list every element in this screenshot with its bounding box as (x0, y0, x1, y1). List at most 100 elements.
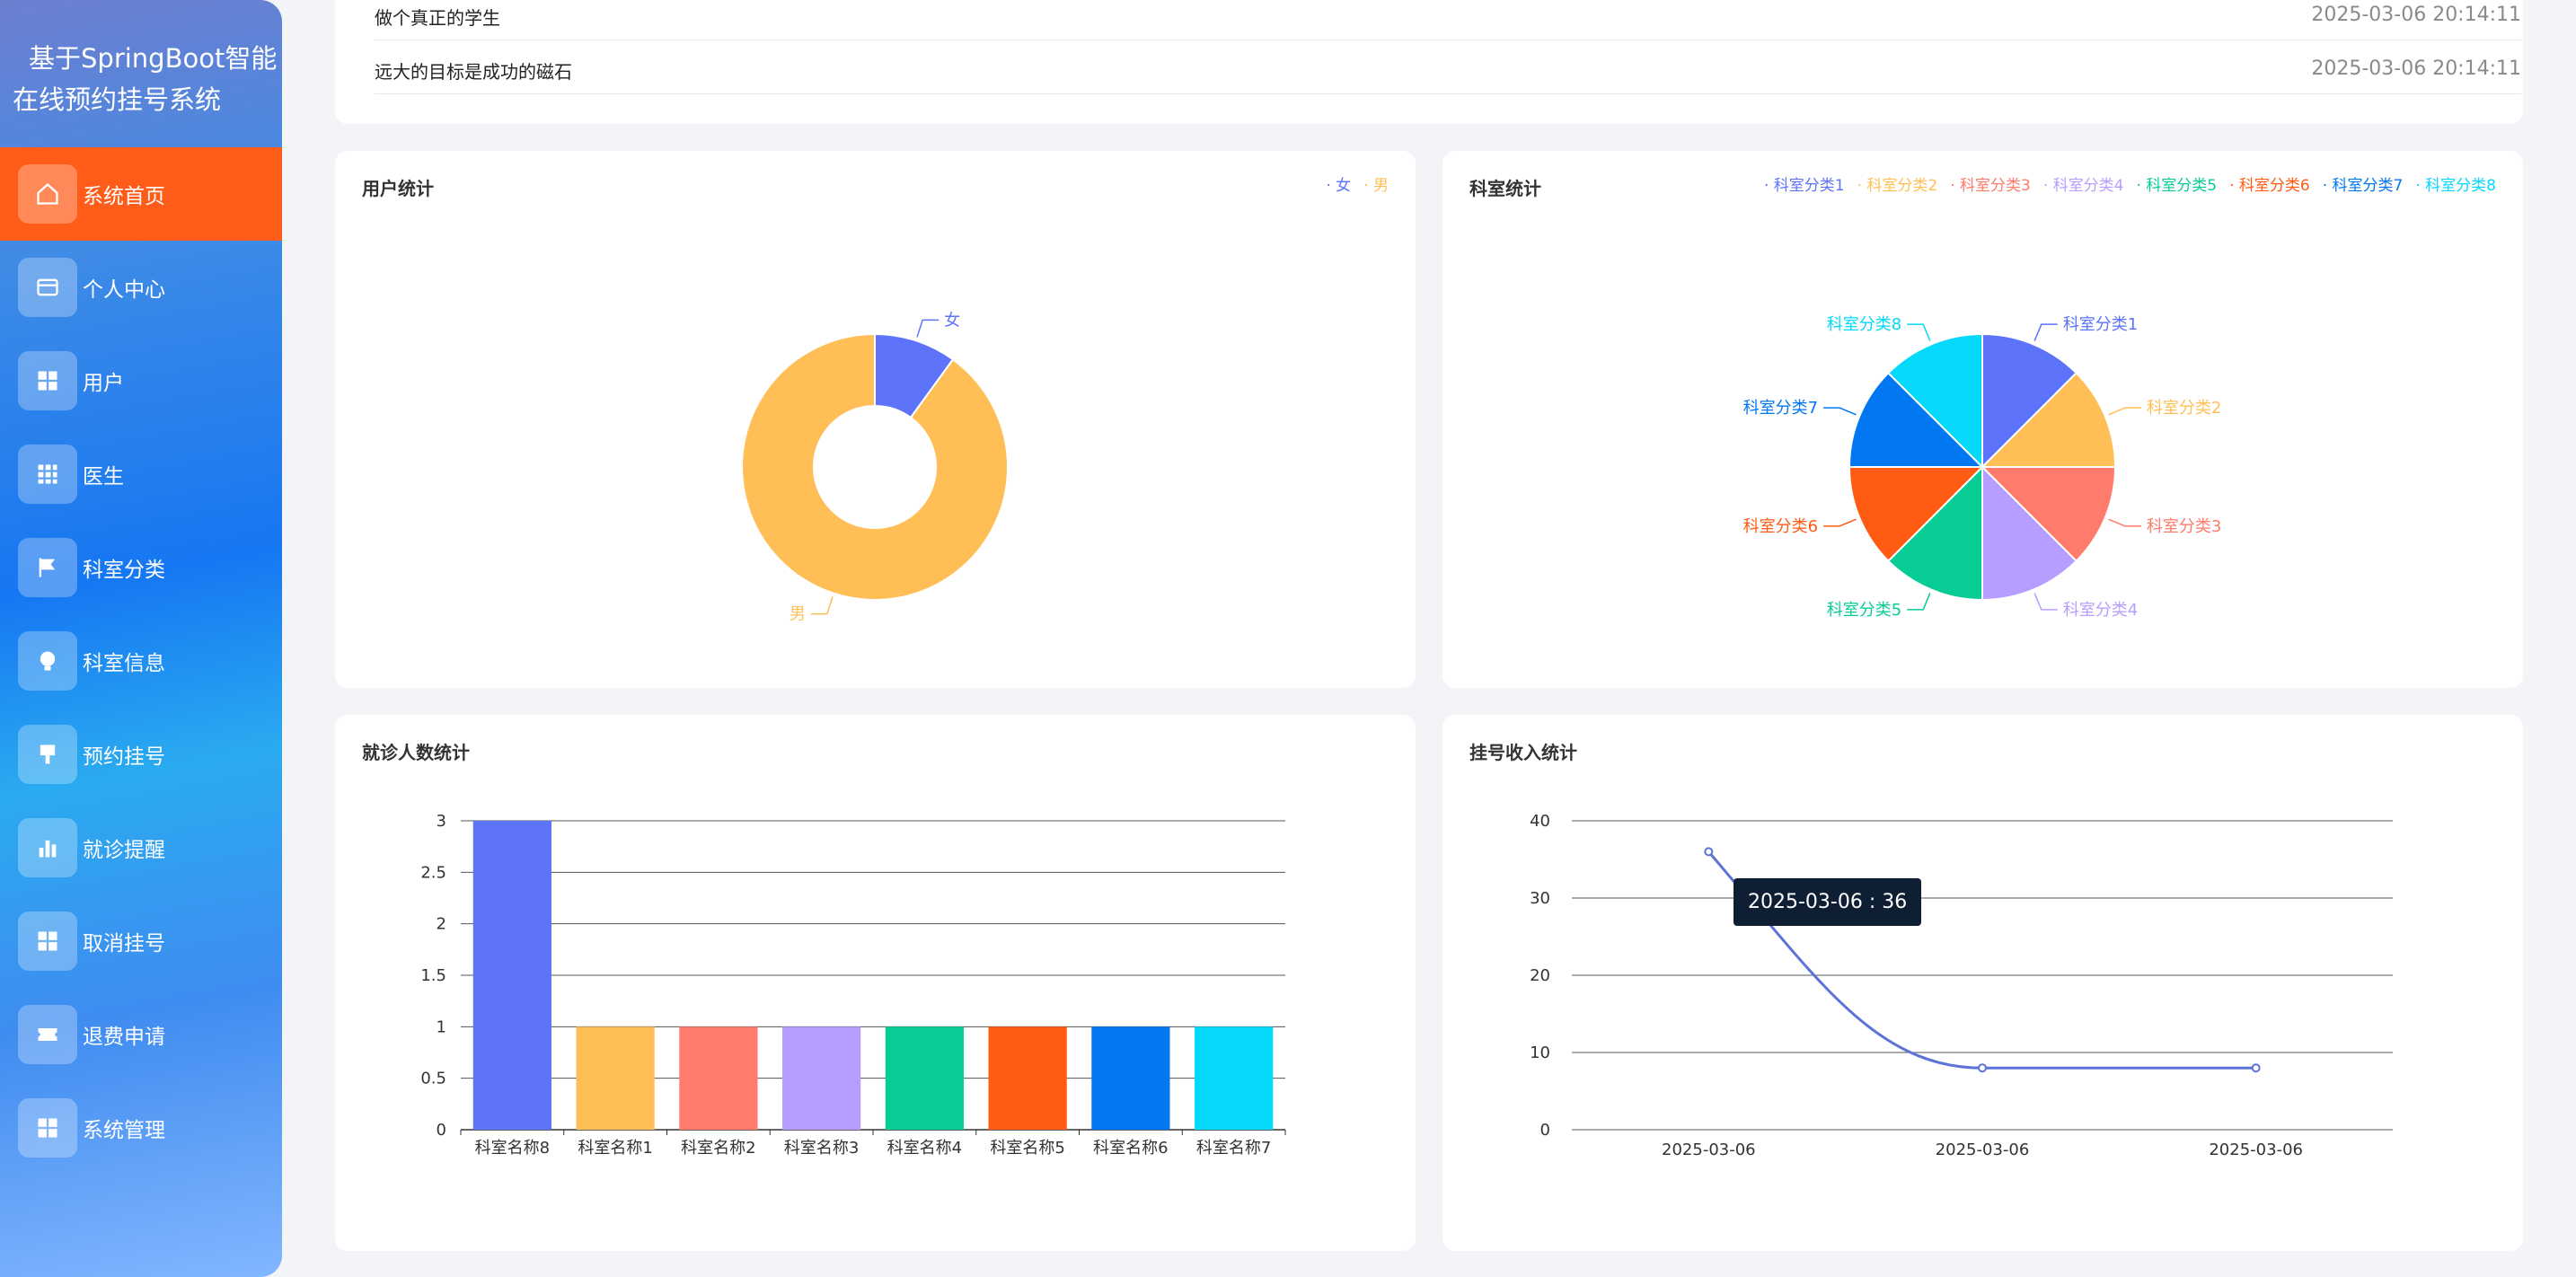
pie-slice (1980, 371, 2117, 468)
sidebar-item-label: 取消挂号 (83, 932, 165, 956)
bar (782, 1026, 861, 1130)
grid-icon (18, 912, 77, 971)
sidebar-item-dept-info[interactable]: 科室信息 (0, 614, 282, 708)
chart-legend[interactable]: · 女 · 男 (1313, 172, 1389, 195)
news-title[interactable]: 远大的目标是成功的磁石 (375, 61, 572, 83)
sidebar-item-visit-reminder[interactable]: 就诊提醒 (0, 801, 282, 894)
sidebar-item-label: 用户 (83, 372, 124, 395)
income-stats-card: 挂号收入统计 0 10 20 30 40 2025-03-06 2025-03-06 2025… (1442, 715, 2523, 1251)
x-tick-label: 科室名称4 (887, 1139, 962, 1158)
pie-label-line (2033, 593, 2058, 611)
bar-chart-icon (18, 818, 77, 877)
y-tick-label: 3 (437, 812, 446, 831)
y-tick-label: 0 (1540, 1121, 1550, 1140)
x-tick-label: 科室名称1 (578, 1139, 652, 1158)
legend-item[interactable]: · 科室分类2 (1857, 177, 1938, 195)
legend-item[interactable]: · 女 (1326, 177, 1352, 195)
stamp-icon (18, 725, 77, 784)
sidebar-item-label: 个人中心 (83, 278, 165, 302)
dept-stats-card: 科室统计 · 科室分类1 · 科室分类2 · 科室分类3 · 科室分类4 · 科室分类5… (1442, 151, 2523, 688)
chart-tooltip: 2025-03-06 : 36 (1734, 878, 1922, 926)
list-item[interactable]: 做个真正的学生 2025-03-06 20:14:11 (375, 0, 2521, 40)
pie-slice (1886, 464, 1983, 602)
pie-label-line (2108, 407, 2141, 416)
data-point (1978, 1063, 1987, 1073)
bar (885, 1026, 964, 1130)
y-tick-label: 10 (1530, 1044, 1550, 1062)
legend-item[interactable]: · 科室分类1 (1764, 177, 1845, 195)
pie-label: 科室分类3 (2147, 517, 2221, 536)
list-item[interactable]: 远大的目标是成功的磁石 2025-03-06 20:14:11 (375, 41, 2521, 94)
flag-icon (18, 538, 77, 597)
pie-slice (1980, 466, 2117, 563)
legend-item[interactable]: · 科室分类8 (2415, 177, 2496, 195)
grid-icon (18, 1098, 77, 1158)
x-tick-label: 科室名称7 (1196, 1139, 1271, 1158)
bar (1195, 1026, 1274, 1130)
chart-legend[interactable]: · 科室分类1 · 科室分类2 · 科室分类3 · 科室分类4 · 科室分类5 · 科室分… (1751, 172, 2496, 195)
home-icon (18, 164, 77, 224)
news-date: 2025-03-06 20:14:11 (2311, 4, 2521, 26)
x-tick-label: 科室名称2 (681, 1139, 755, 1158)
grid-icon (18, 351, 77, 410)
sidebar-item-refund[interactable]: 退费申请 (0, 988, 282, 1081)
bar (679, 1026, 758, 1130)
sidebar-item-home[interactable]: 系统首页 (0, 147, 282, 241)
card-title: 就诊人数统计 (362, 742, 470, 763)
y-tick-label: 1.5 (420, 966, 446, 985)
pie-slice (1981, 332, 2078, 470)
y-tick-label: 2.5 (420, 863, 446, 882)
x-tick-label: 科室名称5 (990, 1139, 1064, 1158)
sidebar-item-profile[interactable]: 个人中心 (0, 241, 282, 334)
sidebar-item-label: 系统管理 (83, 1119, 165, 1142)
pie-label-line (2033, 323, 2058, 341)
pie-slice (1848, 371, 1985, 468)
pie-label: 女 (944, 311, 960, 330)
sidebar: 基于SpringBoot智能在线预约挂号系统 系统首页 个人中心 用户 医生 (0, 0, 282, 1277)
income-line-chart: 0 10 20 30 40 2025-03-06 2025-03-06 2025-03-06 (1530, 812, 2393, 1159)
legend-item[interactable]: · 科室分类3 (1950, 177, 2031, 195)
sidebar-item-dept-category[interactable]: 科室分类 (0, 521, 282, 614)
sidebar-item-appointment[interactable]: 预约挂号 (0, 708, 282, 801)
legend-item[interactable]: · 科室分类6 (2229, 177, 2310, 195)
bulb-icon (18, 631, 77, 691)
card-title: 用户统计 (362, 178, 434, 199)
sidebar-item-label: 科室信息 (83, 652, 165, 675)
sidebar-item-label: 就诊提醒 (83, 839, 165, 862)
bar (988, 1026, 1067, 1130)
sidebar-item-cancel-appointment[interactable]: 取消挂号 (0, 894, 282, 988)
sidebar-item-doctors[interactable]: 医生 (0, 427, 282, 521)
card-title: 挂号收入统计 (1469, 742, 1577, 763)
bar (472, 821, 551, 1130)
x-tick-label: 2025-03-06 (1662, 1140, 1756, 1159)
sidebar-item-system[interactable]: 系统管理 (0, 1081, 282, 1175)
bar (576, 1026, 655, 1130)
user-stats-card: 用户统计 · 女 · 男 女男 (335, 151, 1416, 688)
pie-slice (1886, 332, 1983, 470)
app-title: 基于SpringBoot智能在线预约挂号系统 (13, 43, 278, 115)
legend-item[interactable]: · 男 (1363, 177, 1389, 195)
visit-stats-card: 就诊人数统计 0 0.5 1 1.5 2 2.5 3 科室名称8 科室名称1 科室名称2 科室名称3… (335, 715, 1416, 1251)
y-tick-label: 30 (1530, 889, 1550, 908)
news-date: 2025-03-06 20:14:11 (2311, 57, 2521, 80)
pie-label: 科室分类6 (1743, 517, 1818, 536)
pie-label-line (1907, 593, 1931, 611)
sidebar-item-label: 预约挂号 (83, 745, 165, 769)
pie-label: 科室分类2 (2147, 399, 2221, 418)
sidebar-item-label: 退费申请 (83, 1026, 165, 1049)
pie-label: 科室分类5 (1827, 601, 1901, 620)
y-tick-label: 0 (437, 1121, 446, 1140)
news-title[interactable]: 做个真正的学生 (375, 7, 500, 29)
x-tick-label: 科室名称3 (784, 1139, 859, 1158)
pie-label: 科室分类1 (2063, 315, 2138, 334)
pie-label: 科室分类7 (1743, 399, 1818, 418)
legend-item[interactable]: · 科室分类4 (2042, 177, 2124, 195)
sidebar-item-label: 科室分类 (83, 559, 165, 582)
sidebar-item-users[interactable]: 用户 (0, 334, 282, 427)
pie-label-line (1907, 323, 1931, 341)
legend-item[interactable]: · 科室分类7 (2322, 177, 2404, 195)
sidebar-item-label: 医生 (83, 465, 124, 489)
bar (1091, 1026, 1170, 1130)
legend-item[interactable]: · 科室分类5 (2136, 177, 2218, 195)
user-pie-chart: 女男 (741, 311, 1009, 624)
